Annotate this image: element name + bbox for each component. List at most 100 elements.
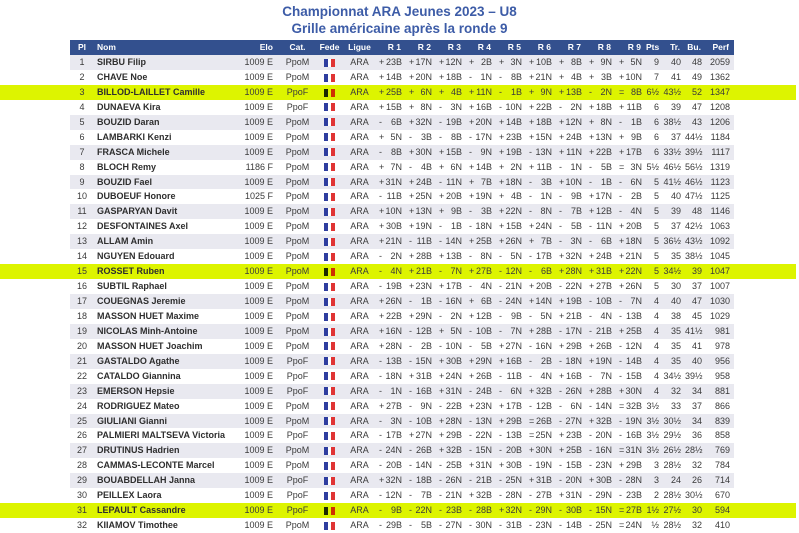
round-7-result: +12N [556, 114, 586, 130]
points-cell: 2 [653, 490, 659, 501]
result-sign: + [409, 86, 415, 97]
result-sign: + [619, 71, 625, 82]
round-5-result: +2N [496, 160, 526, 175]
category-cell: PpoM [279, 413, 316, 429]
round-9-result: -19N [616, 413, 646, 429]
round-8-result: -29N [586, 488, 616, 503]
result-sign: - [469, 281, 472, 292]
result-sign: + [619, 131, 625, 142]
round-8-result: -6B [586, 234, 616, 250]
result-sign: + [619, 266, 625, 277]
round-8-result: +30B [586, 473, 616, 489]
player-name: DRUTINUS Hadrien [94, 443, 234, 459]
round-5-result: -20B [496, 443, 526, 459]
result-sign: - [409, 131, 412, 142]
league-cell: ARA [343, 84, 376, 100]
league-cell: ARA [350, 340, 369, 351]
result-sign: + [619, 221, 625, 232]
result-sign: + [439, 191, 445, 202]
round-8-result: -7N [586, 369, 616, 384]
round-4-result: -30N [466, 518, 496, 533]
player-name: SUBTIL Raphael [97, 281, 167, 292]
round-6-result: +21N [526, 70, 556, 85]
round-9-result: +21N [616, 249, 646, 264]
round-2-result: +31B [406, 369, 436, 384]
round-4-result: +29N [466, 353, 496, 369]
points-cell: 6 [646, 144, 663, 160]
round-1-result: -17B [376, 428, 406, 443]
round-7-result: -27N [556, 413, 586, 429]
round-8-result: +18B [586, 100, 616, 115]
result-sign: + [469, 310, 475, 321]
result-sign: + [529, 296, 535, 306]
round-5-result: +29B [496, 413, 526, 429]
elo-cell: 1009 E [234, 503, 279, 519]
round-2-result: +19N [406, 219, 436, 234]
league-cell: ARA [350, 71, 369, 82]
result-sign: + [409, 251, 415, 262]
round-1-result: +21N [376, 234, 406, 250]
result-sign: - [559, 475, 562, 486]
round-8-result: -23N [586, 458, 616, 473]
federation-cell [316, 309, 343, 324]
france-flag-icon [324, 88, 336, 97]
round-4-result: +7B [466, 174, 496, 190]
round-2-result: -12B [406, 323, 436, 339]
result-sign: - [469, 475, 472, 486]
player-name: SIRBU Filip [94, 55, 234, 70]
round-7-result: +19B [556, 294, 586, 309]
round-1-result: -11B [376, 189, 406, 204]
round-1-result: +23B [376, 55, 406, 70]
result-sign: - [439, 340, 442, 351]
round-6-result: -5N [526, 309, 556, 324]
federation-cell [316, 518, 343, 533]
round-6-result: +14N [526, 294, 556, 309]
result-sign: + [589, 355, 595, 366]
result-sign: - [529, 310, 532, 321]
performance-cell: 1123 [706, 174, 734, 190]
france-flag-icon [324, 521, 336, 530]
points-cell: 5 [646, 264, 663, 280]
col-name-header: Nom [94, 40, 234, 55]
table-row: 16 SUBTIL Raphael 1009 E PpoM ARA -19B +23N +17… [70, 279, 734, 294]
round-3-result: +17B [436, 279, 466, 294]
result-sign: + [469, 57, 475, 67]
result-sign: + [499, 340, 505, 351]
player-name: FRASCA Michele [94, 144, 234, 160]
result-sign: + [409, 221, 415, 232]
round-6-result: +24N [526, 219, 556, 234]
result-sign: - [589, 310, 592, 321]
round-7-result: -22N [556, 279, 586, 294]
league-cell: ARA [343, 174, 376, 190]
round-1-result: +16N [376, 323, 406, 339]
round-1-result: +25B [376, 84, 406, 100]
result-sign: + [379, 340, 385, 351]
round-2-result: -11B [406, 234, 436, 250]
category-cell: PpoM [285, 340, 310, 351]
result-sign: + [499, 161, 505, 172]
result-sign: + [499, 131, 505, 142]
result-sign: - [439, 520, 442, 531]
round-9-result: +9B [616, 130, 646, 145]
round-4-result: +20N [466, 114, 496, 130]
place-cell: 18 [76, 310, 87, 321]
category-cell: PpoM [279, 114, 316, 130]
result-sign: + [559, 310, 565, 321]
france-flag-icon [324, 297, 336, 306]
federation-cell [316, 70, 343, 85]
round-2-result: -7B [406, 488, 436, 503]
round-6-result: +31B [526, 473, 556, 489]
result-sign: - [589, 430, 592, 441]
tiebreak-tr-cell: 30½ [663, 413, 685, 429]
result-sign: - [529, 370, 532, 381]
round-5-result: -9B [496, 309, 526, 324]
tiebreak-tr-cell: 37 [670, 131, 681, 142]
league-cell: ARA [350, 161, 369, 172]
result-sign: - [529, 191, 532, 202]
elo-cell: 1009 E [234, 443, 279, 459]
round-1-result: +26N [376, 294, 406, 309]
points-cell: 3 [646, 473, 663, 489]
round-1-result: -19B [376, 279, 406, 294]
round-4-result: +25B [466, 234, 496, 250]
league-cell: ARA [350, 310, 369, 321]
